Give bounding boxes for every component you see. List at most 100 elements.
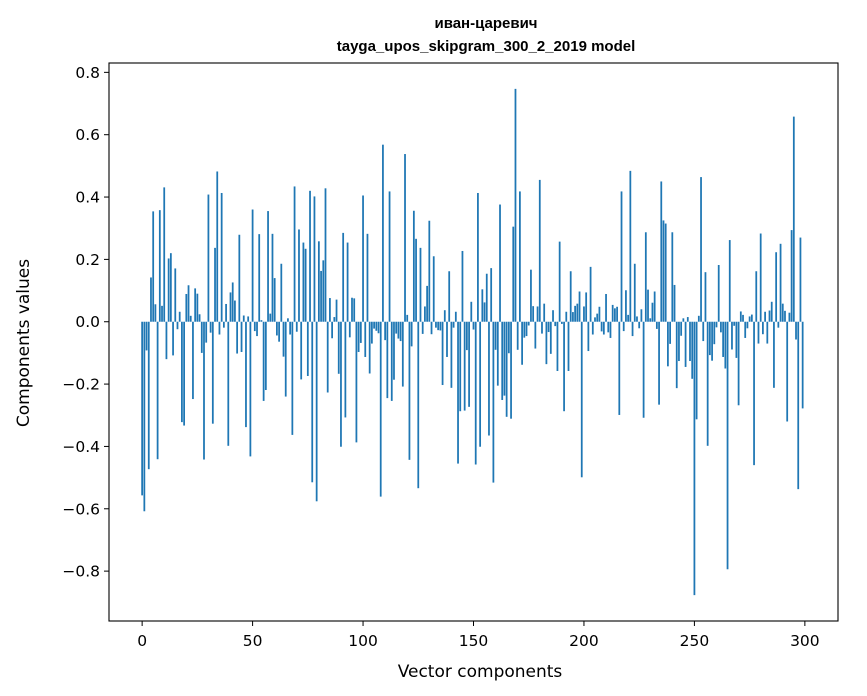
bar-292 xyxy=(786,321,789,422)
bar-139 xyxy=(448,271,451,322)
bar-44 xyxy=(238,234,241,322)
bar-100 xyxy=(362,195,364,322)
bar-221 xyxy=(629,170,632,322)
bar-285 xyxy=(770,301,773,322)
bar-91 xyxy=(342,232,345,322)
bar-200 xyxy=(583,306,585,322)
bar-95 xyxy=(351,297,353,322)
bar-125 xyxy=(417,321,420,489)
bar-290 xyxy=(781,303,784,322)
bar-117 xyxy=(399,321,402,342)
bar-1 xyxy=(143,321,146,512)
bar-137 xyxy=(443,310,446,322)
chart-title-line-2: tayga_upos_skipgram_300_2_2019 model xyxy=(337,38,636,55)
bar-108 xyxy=(379,321,382,497)
bar-253 xyxy=(700,177,702,322)
bar-109 xyxy=(382,144,384,322)
bar-4 xyxy=(150,277,152,322)
bar-130 xyxy=(428,220,431,322)
bar-33 xyxy=(214,247,216,322)
bar-156 xyxy=(485,273,488,322)
y-tick-label-6: 0.4 xyxy=(75,189,100,207)
bar-116 xyxy=(397,321,400,339)
bar-197 xyxy=(576,303,579,322)
bar-122 xyxy=(410,321,413,347)
bar-213 xyxy=(611,304,614,322)
bar-267 xyxy=(731,321,733,350)
bar-101 xyxy=(364,321,367,357)
bar-255 xyxy=(704,272,707,322)
bar-176 xyxy=(530,269,532,322)
bar-47 xyxy=(245,321,247,428)
bar-3 xyxy=(147,321,150,470)
bar-273 xyxy=(744,321,747,338)
bar-18 xyxy=(181,321,183,423)
y-tick-label-0: −0.8 xyxy=(62,563,100,581)
bar-264 xyxy=(724,321,727,369)
bar-142 xyxy=(454,311,457,322)
bar-37 xyxy=(222,321,225,328)
bar-195 xyxy=(572,312,574,322)
bar-191 xyxy=(563,321,565,412)
bar-124 xyxy=(415,238,417,322)
x-tick-label-150: 150 xyxy=(459,632,489,650)
bar-227 xyxy=(642,321,645,418)
y-axis-label: Components values xyxy=(14,259,34,427)
bar-140 xyxy=(450,321,453,388)
bar-194 xyxy=(569,271,572,322)
bar-111 xyxy=(386,321,389,399)
bar-68 xyxy=(291,321,294,435)
bar-259 xyxy=(713,321,716,345)
bar-145 xyxy=(461,250,464,322)
bar-19 xyxy=(183,321,185,426)
bar-49 xyxy=(249,321,252,457)
bar-147 xyxy=(465,321,468,351)
bar-56 xyxy=(264,321,267,391)
bar-281 xyxy=(762,321,764,335)
bar-144 xyxy=(459,321,462,412)
bar-160 xyxy=(494,321,497,350)
bar-260 xyxy=(715,321,718,328)
bar-34 xyxy=(216,171,219,322)
bar-289 xyxy=(779,243,782,322)
y-tick-label-1: −0.6 xyxy=(62,500,100,518)
bar-80 xyxy=(317,241,320,322)
bar-211 xyxy=(607,321,610,333)
bar-192 xyxy=(565,311,568,322)
bar-249 xyxy=(691,321,694,379)
bar-266 xyxy=(728,240,731,322)
bar-70 xyxy=(295,321,298,332)
bar-258 xyxy=(711,321,713,361)
bar-86 xyxy=(331,321,333,339)
bar-71 xyxy=(298,229,300,322)
bar-133 xyxy=(435,321,437,328)
bar-53 xyxy=(258,234,261,322)
bar-93 xyxy=(346,242,349,322)
bar-60 xyxy=(273,278,276,322)
bar-113 xyxy=(390,321,393,401)
bar-239 xyxy=(669,321,671,344)
bar-85 xyxy=(329,298,331,322)
bar-187 xyxy=(554,321,557,327)
bar-69 xyxy=(293,186,296,322)
bar-131 xyxy=(430,321,433,335)
bar-275 xyxy=(748,316,751,322)
bar-78 xyxy=(313,196,316,322)
bar-66 xyxy=(287,318,289,322)
y-tick-label-2: −0.4 xyxy=(62,438,100,456)
bar-276 xyxy=(750,314,753,322)
bar-185 xyxy=(549,321,552,354)
bar-149 xyxy=(470,301,473,322)
bar-9 xyxy=(161,305,163,322)
bar-52 xyxy=(256,321,258,337)
bar-16 xyxy=(176,321,179,330)
bar-171 xyxy=(519,191,521,322)
bar-107 xyxy=(377,321,380,334)
bar-214 xyxy=(614,308,616,322)
bar-65 xyxy=(284,321,287,397)
bar-157 xyxy=(488,321,490,436)
bar-228 xyxy=(644,232,647,322)
bar-103 xyxy=(368,321,371,374)
bar-170 xyxy=(516,321,519,350)
bar-84 xyxy=(326,321,329,393)
